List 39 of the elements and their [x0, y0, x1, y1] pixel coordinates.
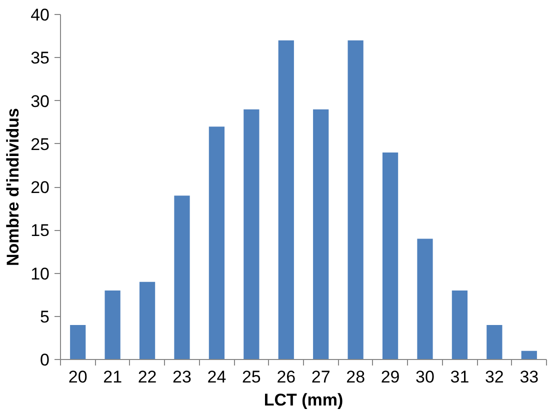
bar — [174, 196, 190, 360]
bar — [104, 290, 120, 360]
bar — [382, 152, 398, 360]
y-tick-label: 40 — [30, 6, 50, 24]
y-axis-title: Nombre d'individus — [4, 108, 23, 266]
x-tick-label: 29 — [380, 368, 400, 386]
bar — [244, 109, 260, 360]
x-tick-label: 33 — [520, 368, 539, 386]
bar — [521, 350, 537, 360]
y-tick-label: 15 — [30, 221, 50, 240]
bar — [452, 290, 468, 360]
bar — [417, 238, 433, 360]
x-tick-label: 28 — [346, 368, 366, 386]
bar — [486, 325, 502, 360]
y-tick-label: 35 — [30, 48, 50, 68]
y-tick-label: 5 — [40, 307, 50, 326]
y-tick-label: 20 — [30, 178, 50, 197]
x-tick-label: 20 — [68, 368, 88, 386]
x-tick-label: 22 — [138, 368, 157, 386]
x-tick-label: 25 — [242, 368, 261, 386]
x-axis-title: LCT (mm) — [264, 390, 344, 410]
bar — [70, 325, 86, 360]
y-tick-label: 30 — [30, 92, 50, 111]
x-tick-label: 31 — [450, 368, 470, 386]
x-tick-label: 27 — [311, 368, 330, 386]
x-tick-label: 24 — [207, 368, 226, 386]
y-tick-label: 0 — [40, 350, 50, 370]
bar — [313, 109, 329, 360]
bar — [348, 40, 364, 360]
x-tick-label: 26 — [276, 368, 296, 386]
x-tick-label: 32 — [484, 368, 504, 386]
x-tick-label: 30 — [416, 368, 434, 386]
y-tick-label: 25 — [30, 134, 50, 154]
bar — [278, 40, 294, 360]
bar — [139, 282, 156, 360]
bar — [208, 126, 225, 360]
x-tick-label: 21 — [103, 368, 122, 386]
y-tick-label: 10 — [30, 264, 50, 284]
x-tick-label: 23 — [172, 368, 192, 386]
